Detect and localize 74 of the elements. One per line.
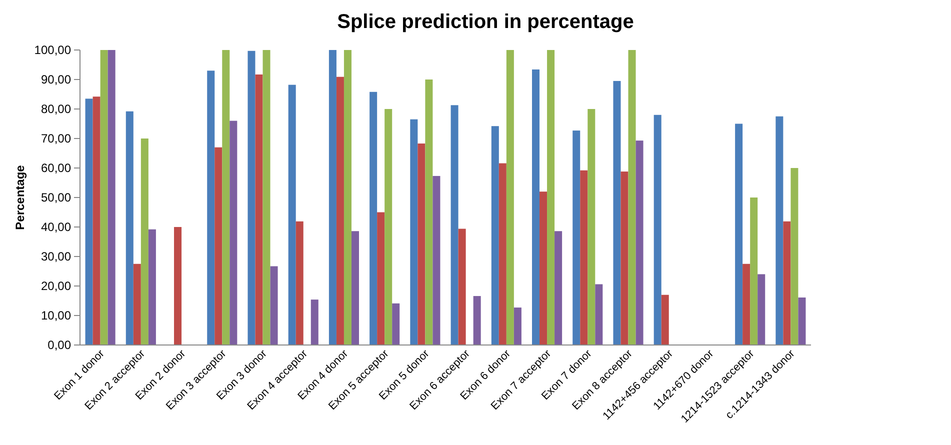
bar (336, 76, 344, 345)
bar (595, 284, 603, 345)
y-tick-label: 100,00 (34, 42, 72, 57)
y-tick-label: 40,00 (40, 220, 72, 234)
bar (255, 74, 263, 345)
bar (85, 98, 93, 345)
bar (310, 300, 318, 345)
bar (790, 168, 798, 345)
bar (742, 264, 750, 345)
bar (661, 294, 669, 345)
bar (230, 120, 238, 345)
bar (133, 264, 141, 345)
y-tick-label: 30,00 (40, 249, 72, 264)
bar (458, 228, 466, 345)
bar (654, 114, 662, 345)
bar (506, 50, 514, 345)
bar (798, 298, 806, 345)
bar (92, 96, 100, 345)
bar (100, 50, 108, 345)
bar (328, 50, 336, 345)
y-axis-title: Percentage (13, 164, 27, 230)
bar (370, 92, 378, 345)
bar (620, 172, 628, 345)
bar (410, 119, 418, 345)
bar (296, 221, 304, 345)
bar (783, 221, 791, 345)
bar (248, 50, 256, 345)
y-tick-label: 50,00 (40, 190, 72, 204)
bar (735, 124, 743, 345)
y-tick-label: 10,00 (40, 308, 72, 322)
bar (418, 144, 426, 345)
bar (473, 296, 481, 345)
bar (776, 116, 784, 345)
bar (222, 50, 230, 345)
bar (425, 80, 433, 345)
bar (450, 105, 458, 345)
bar (636, 140, 644, 345)
bar (344, 50, 352, 345)
bar (750, 198, 758, 345)
bar (148, 229, 156, 345)
bar (547, 50, 555, 345)
bar (392, 303, 400, 345)
bar (262, 50, 270, 345)
bar (532, 69, 540, 345)
bar (758, 274, 766, 345)
bar (270, 266, 278, 345)
bar (351, 231, 359, 345)
bar (432, 176, 440, 345)
bar (554, 231, 562, 345)
bar (377, 212, 385, 345)
y-tick-label: 0,00 (48, 338, 72, 352)
y-tick-label: 90,00 (40, 72, 72, 86)
bar (491, 126, 499, 345)
bar (384, 109, 392, 345)
bar (588, 109, 596, 345)
bar (580, 170, 588, 345)
bar (288, 84, 296, 345)
bar (628, 50, 636, 345)
bar (126, 111, 134, 345)
chart-title: Splice prediction in percentage (337, 11, 634, 33)
bar (613, 80, 621, 345)
bar (514, 308, 522, 345)
bar (174, 227, 182, 345)
bar (108, 50, 116, 345)
y-tick-label: 70,00 (40, 131, 72, 146)
bar (207, 70, 215, 345)
bar (214, 147, 222, 345)
bar (140, 138, 148, 345)
y-tick-label: 20,00 (40, 278, 72, 293)
y-tick-label: 80,00 (40, 102, 72, 116)
y-tick-label: 60,00 (40, 160, 72, 175)
bar (498, 163, 506, 345)
bar (540, 192, 548, 345)
bar (572, 130, 580, 345)
